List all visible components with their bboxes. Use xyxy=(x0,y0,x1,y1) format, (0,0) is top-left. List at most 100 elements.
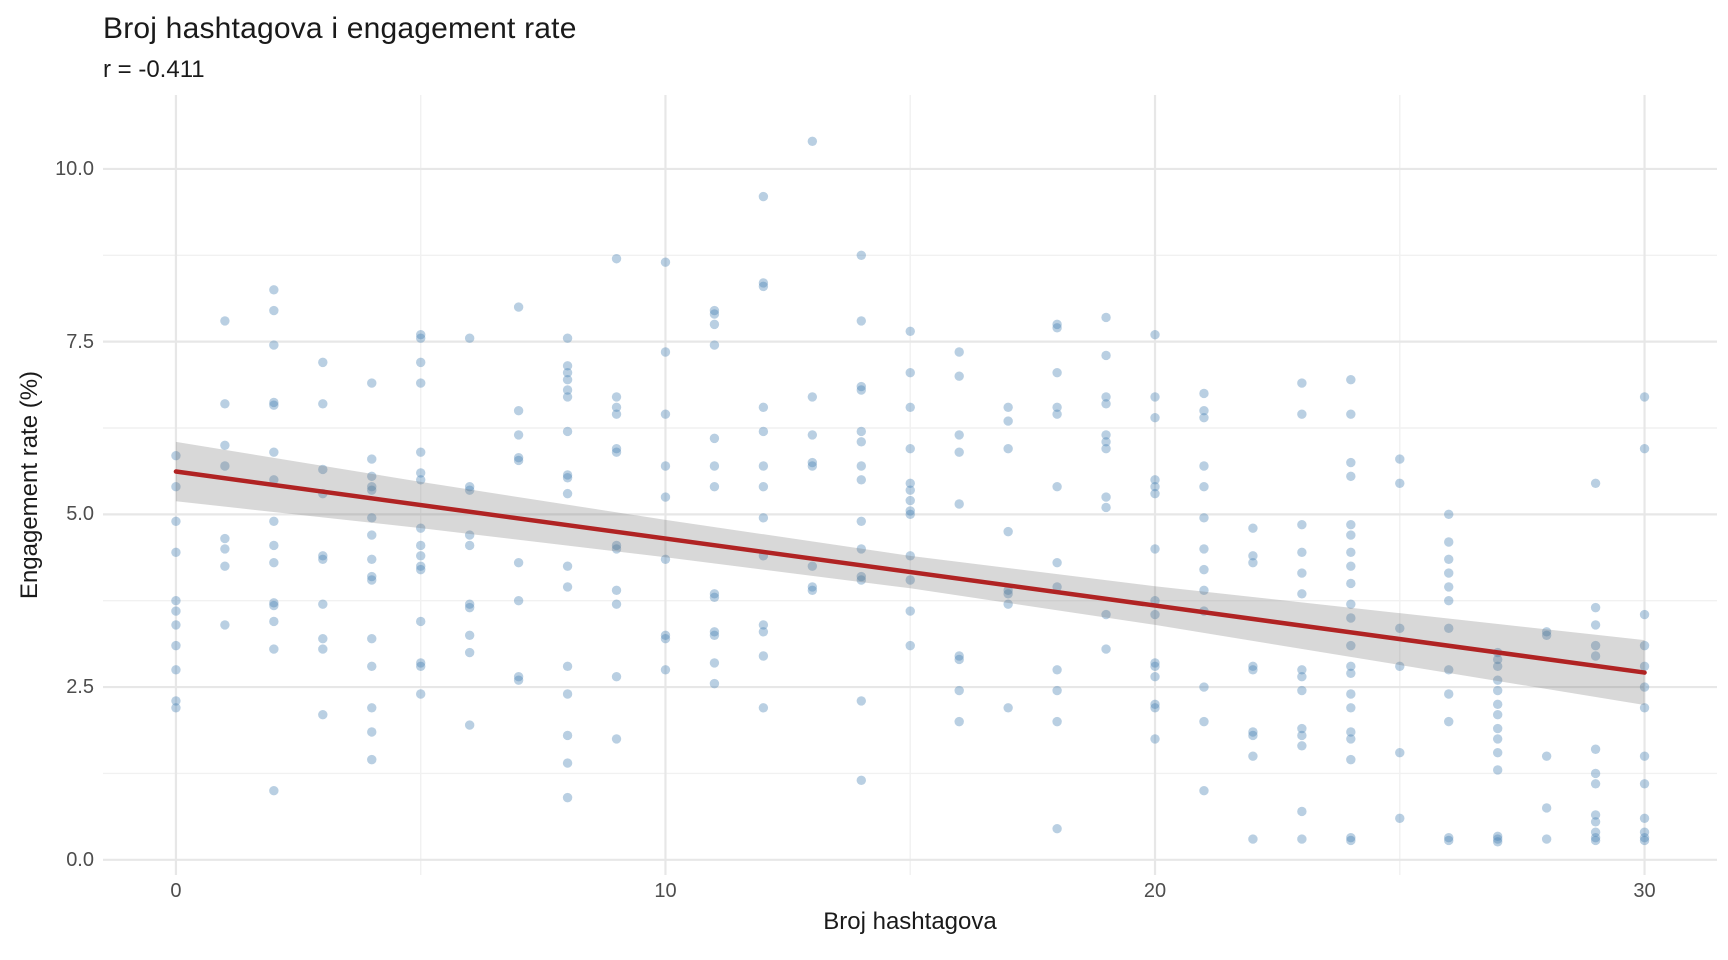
data-point xyxy=(513,455,524,466)
data-point xyxy=(1346,754,1356,765)
data-point xyxy=(513,430,524,440)
data-point xyxy=(1052,368,1062,378)
data-point xyxy=(660,665,671,675)
data-point xyxy=(1248,661,1258,672)
data-point xyxy=(660,554,671,564)
data-point xyxy=(562,426,573,437)
data-point xyxy=(1639,751,1650,761)
data-point xyxy=(269,305,279,316)
data-point xyxy=(611,409,622,419)
data-point xyxy=(758,402,769,412)
data-point xyxy=(318,464,328,475)
data-point xyxy=(709,309,720,319)
data-point xyxy=(269,516,279,526)
x-tick-label: 10 xyxy=(654,880,677,902)
data-point xyxy=(562,582,573,592)
data-point xyxy=(318,599,328,609)
data-point xyxy=(1395,813,1405,824)
data-point xyxy=(709,592,720,602)
data-point xyxy=(1297,834,1307,844)
data-point xyxy=(464,482,475,492)
data-point xyxy=(1199,786,1209,796)
data-point xyxy=(1492,831,1503,842)
data-point xyxy=(709,589,720,599)
data-point xyxy=(1590,602,1601,613)
data-point xyxy=(1492,734,1503,744)
data-point xyxy=(856,575,866,585)
data-point xyxy=(1150,412,1160,423)
data-point xyxy=(1003,416,1013,426)
data-point xyxy=(1052,685,1062,696)
data-point xyxy=(416,447,426,457)
data-point xyxy=(416,616,426,627)
data-point xyxy=(1248,727,1258,737)
data-point xyxy=(562,661,573,672)
data-point xyxy=(611,392,622,402)
data-point xyxy=(1101,492,1111,502)
data-point xyxy=(1444,568,1454,578)
data-point xyxy=(905,495,915,506)
data-point xyxy=(1150,488,1160,499)
data-point xyxy=(1199,716,1209,727)
data-point xyxy=(464,485,475,495)
data-point xyxy=(1101,392,1111,402)
data-point xyxy=(416,551,426,561)
data-point xyxy=(367,378,377,388)
data-point xyxy=(1297,741,1307,751)
data-point xyxy=(807,582,818,592)
data-point xyxy=(905,575,915,585)
data-point xyxy=(269,598,279,608)
data-point xyxy=(758,513,769,523)
data-point xyxy=(1199,482,1209,492)
data-point xyxy=(1297,568,1307,578)
data-point xyxy=(562,730,573,741)
data-point xyxy=(1639,640,1650,651)
data-point xyxy=(1346,668,1356,678)
data-point xyxy=(856,516,866,526)
data-point xyxy=(709,627,720,637)
data-point xyxy=(416,658,426,668)
data-point xyxy=(269,616,279,627)
data-point xyxy=(758,703,769,713)
data-point xyxy=(220,461,230,471)
x-tick-label: 30 xyxy=(1633,880,1656,902)
data-point xyxy=(905,606,915,616)
data-point xyxy=(1346,613,1356,623)
data-point xyxy=(171,450,181,461)
data-point xyxy=(1101,437,1111,447)
data-point xyxy=(856,571,866,582)
data-point xyxy=(269,644,279,654)
data-point xyxy=(171,596,181,606)
data-point xyxy=(464,720,475,730)
data-point xyxy=(269,340,279,350)
data-point xyxy=(367,554,377,564)
data-point xyxy=(709,678,720,689)
data-point xyxy=(171,547,181,558)
data-point xyxy=(856,381,866,392)
data-point xyxy=(562,368,573,378)
data-point xyxy=(807,461,818,471)
data-point xyxy=(416,475,426,485)
data-point xyxy=(367,754,377,765)
data-point xyxy=(367,727,377,737)
data-point xyxy=(1101,312,1111,323)
data-point xyxy=(1199,461,1209,471)
data-point xyxy=(1590,827,1601,837)
data-point xyxy=(1444,665,1454,675)
data-point xyxy=(905,506,915,516)
data-point xyxy=(1346,374,1356,385)
data-point xyxy=(954,685,964,696)
data-point xyxy=(1150,330,1160,340)
y-tick-label: 7.5 xyxy=(66,330,94,353)
data-point xyxy=(1346,661,1356,672)
data-point xyxy=(1639,703,1650,713)
data-point xyxy=(1052,824,1062,834)
data-point xyxy=(1639,827,1650,837)
data-point xyxy=(1297,378,1307,388)
data-point xyxy=(562,470,573,480)
data-point xyxy=(416,561,426,571)
data-point xyxy=(1248,551,1258,561)
data-point xyxy=(1395,454,1405,464)
data-point xyxy=(1590,768,1601,779)
